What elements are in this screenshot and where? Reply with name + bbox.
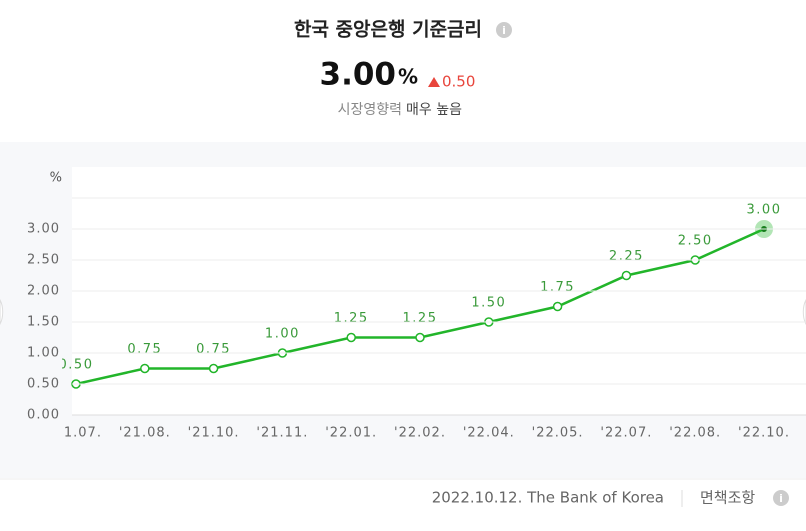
data-label: 0.75 [127, 342, 162, 357]
x-tick-label: '22.08. [669, 426, 721, 441]
data-label: 1.50 [471, 296, 506, 311]
data-label: 2.25 [609, 249, 644, 264]
point [140, 363, 150, 374]
source: 2022.10.12. The Bank of Korea [432, 489, 664, 507]
x-tick-label: '21.11. [256, 426, 308, 441]
disclaimer-glyph: i [779, 492, 783, 505]
y-tick-label: 2.00 [27, 284, 60, 299]
x-tick-label: '21.10. [188, 426, 240, 441]
rate-unit: % [398, 65, 418, 89]
y-tick-label: 1.50 [27, 315, 60, 330]
point [621, 270, 632, 281]
x-tick-label: '22.01. [325, 426, 377, 441]
point [208, 363, 219, 374]
x-tick-label: '22.10. [738, 426, 790, 441]
point [346, 332, 356, 343]
y-tick-label: 0.00 [27, 408, 60, 423]
x-tick-label: '22.05. [532, 426, 584, 441]
y-tick-label: 2.50 [27, 253, 60, 268]
data-label: 1.25 [403, 311, 438, 326]
x-tick-label: '22.02. [394, 426, 446, 441]
influence-value: 매우 높음 [406, 102, 462, 118]
point [415, 332, 425, 343]
prev-button[interactable] [0, 298, 4, 326]
x-tick-label: '21.08. [119, 426, 171, 441]
data-label: 3.00 [747, 203, 782, 218]
rate-value: 3.00 [320, 57, 397, 93]
title: 한국 중앙은행 기준금리 [294, 19, 482, 41]
y-tick-label: 0.50 [27, 377, 60, 392]
x-tick-label: '22.07. [600, 426, 652, 441]
influence-label: 시장영향력 [338, 102, 402, 118]
data-label: 1.25 [334, 311, 369, 326]
y-tick-label: 1.00 [27, 346, 60, 361]
change-value: 0.50 [442, 73, 475, 91]
disclaimer-icon[interactable] [773, 490, 789, 506]
disclaimer[interactable]: 면책조항 [700, 489, 755, 507]
data-label: 2.50 [678, 234, 713, 249]
data-label: 0.50 [59, 358, 94, 373]
data-label: 1.00 [265, 327, 300, 342]
up-arrow [428, 77, 440, 87]
info-glyph: i [502, 24, 506, 37]
x-tick-label: '22.04. [463, 426, 515, 441]
data-label: 0.75 [196, 342, 231, 357]
plot: '21.07. 0.50 '21.08. 0.75 '21.10. 0.75 '21.11.… [50, 203, 790, 441]
data-label: 1.75 [540, 280, 575, 295]
x-tick-label: '21.07. [50, 426, 102, 441]
point [552, 301, 563, 312]
y-unit: % [50, 171, 62, 186]
info-icon[interactable] [496, 22, 512, 38]
y-tick-label: 3.00 [27, 222, 60, 237]
